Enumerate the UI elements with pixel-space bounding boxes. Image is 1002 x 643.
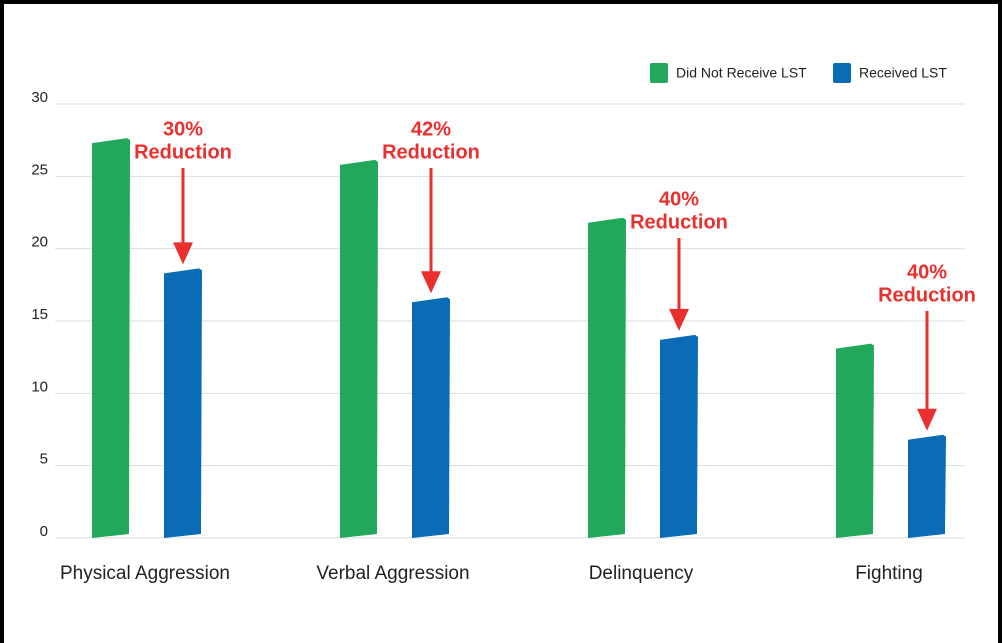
- bar: [92, 138, 130, 538]
- legend-swatch: [833, 63, 851, 83]
- y-tick-label: 30: [31, 89, 48, 106]
- annotation: Reduction: [134, 141, 232, 163]
- y-tick-label: 0: [40, 523, 48, 540]
- arrow-head: [917, 408, 937, 431]
- x-tick-label: Physical Aggression: [60, 563, 230, 584]
- annotation: 30%: [163, 118, 203, 140]
- x-tick-label: Fighting: [855, 563, 923, 584]
- bar: [412, 297, 450, 538]
- arrow-head: [173, 242, 193, 265]
- y-tick-label: 15: [31, 306, 48, 323]
- bar: [836, 343, 874, 538]
- bar: [340, 159, 378, 538]
- arrow-head: [421, 271, 441, 294]
- legend-label: Received LST: [859, 65, 947, 81]
- annotation: Reduction: [630, 211, 728, 233]
- y-tick-label: 10: [31, 378, 48, 395]
- arrow-head: [669, 308, 689, 331]
- y-tick-label: 25: [31, 161, 48, 178]
- legend-label: Did Not Receive LST: [676, 65, 807, 81]
- x-tick-label: Delinquency: [589, 563, 694, 584]
- bar: [908, 434, 946, 538]
- y-tick-label: 5: [40, 451, 48, 468]
- x-tick-label: Verbal Aggression: [316, 563, 469, 584]
- y-tick-label: 20: [31, 234, 48, 251]
- bar: [660, 334, 698, 538]
- bar: [588, 217, 626, 538]
- annotation: 42%: [411, 118, 451, 140]
- legend-swatch: [650, 63, 668, 83]
- bar: [164, 268, 202, 538]
- annotation: 40%: [659, 188, 699, 210]
- annotation: Reduction: [878, 284, 976, 306]
- annotation: 40%: [907, 261, 947, 283]
- annotation: Reduction: [382, 141, 480, 163]
